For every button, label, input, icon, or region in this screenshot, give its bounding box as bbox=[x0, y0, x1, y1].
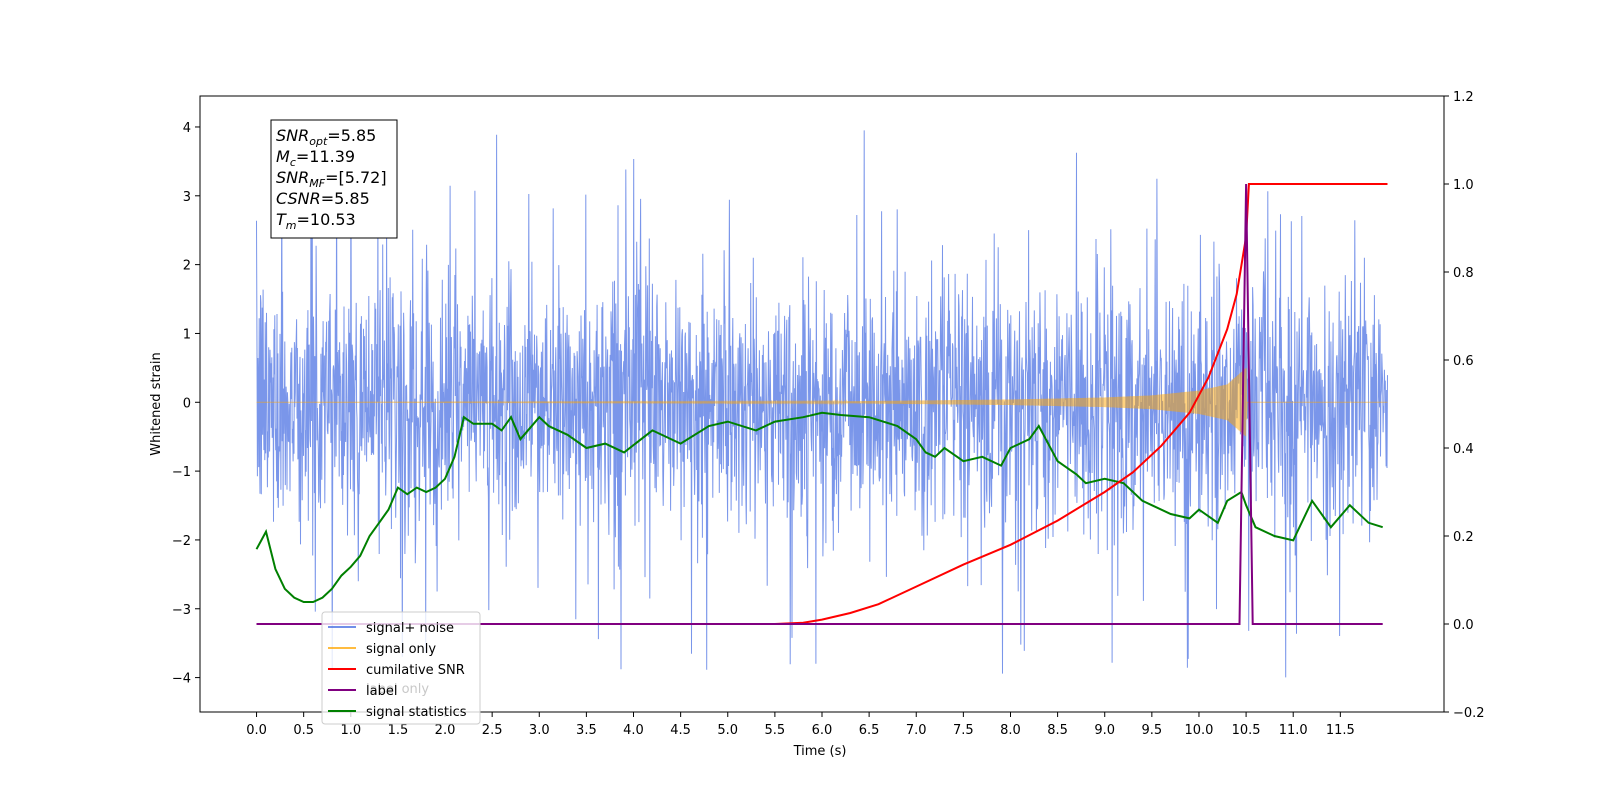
annotation-symbol: T bbox=[276, 210, 287, 229]
annotation-line: SNRopt=5.85 bbox=[276, 126, 376, 148]
y-right-tick-label: 0.8 bbox=[1453, 266, 1474, 281]
x-tick-label: 4.5 bbox=[670, 723, 691, 738]
y-right-tick-label: 1.2 bbox=[1453, 90, 1474, 105]
annotation-value: =5.85 bbox=[321, 189, 370, 208]
annotation-subscript: opt bbox=[309, 135, 328, 148]
y-left-tick-label: −4 bbox=[172, 672, 191, 687]
annotation-subscript: m bbox=[286, 219, 297, 232]
y-right-tick-label: 1.0 bbox=[1453, 178, 1474, 193]
x-tick-label: 1.5 bbox=[388, 723, 409, 738]
x-tick-label: 10.5 bbox=[1232, 723, 1261, 738]
x-tick-label: 6.5 bbox=[859, 723, 880, 738]
annotation-subscript: MF bbox=[309, 177, 325, 190]
annotation-value: =11.39 bbox=[296, 147, 355, 166]
y-right-tick-label: 0.0 bbox=[1453, 618, 1474, 633]
y-right-tick-label: 0.4 bbox=[1453, 442, 1474, 457]
x-tick-label: 7.5 bbox=[953, 723, 974, 738]
plot-area bbox=[255, 128, 1388, 678]
y-axis-left: 4 3 2 1 0 −1 −2 −3 −4 bbox=[172, 121, 200, 687]
y-right-tick-label: −0.2 bbox=[1453, 706, 1485, 721]
legend: label only signal+ noise signal only cumila… bbox=[321, 611, 481, 725]
series-label bbox=[256, 183, 1383, 625]
annotation-symbol: M bbox=[276, 147, 290, 166]
series-cumilative-snr bbox=[256, 183, 1388, 625]
legend-entry: signal+ noise bbox=[366, 621, 454, 636]
legend-hidden-text: label only bbox=[366, 682, 429, 697]
x-axis: 0.0 0.5 1.0 1.5 2.0 2.5 3.0 3.5 4.0 4.5 5.0 5.5 6.0 6… bbox=[246, 712, 1355, 738]
x-axis-label: Time (s) bbox=[793, 744, 847, 759]
x-tick-label: 9.5 bbox=[1142, 723, 1163, 738]
x-tick-label: 1.0 bbox=[340, 723, 361, 738]
x-tick-label: 3.5 bbox=[576, 723, 597, 738]
y-left-tick-label: 3 bbox=[183, 190, 191, 205]
annotation-symbol: SNR bbox=[276, 168, 309, 187]
annotation-line: CSNR=5.85 bbox=[276, 189, 370, 208]
annotation-line: Tm=10.53 bbox=[276, 210, 356, 232]
annotation-value: =10.53 bbox=[297, 210, 356, 229]
legend-entry: cumilative SNR bbox=[366, 663, 465, 678]
x-tick-label: 4.0 bbox=[623, 723, 644, 738]
y-right-tick-label: 0.6 bbox=[1453, 354, 1474, 369]
x-tick-label: 2.5 bbox=[482, 723, 503, 738]
y-left-tick-label: 2 bbox=[183, 259, 191, 274]
x-tick-label: 9.0 bbox=[1094, 723, 1115, 738]
x-tick-label: 6.0 bbox=[812, 723, 833, 738]
y-axis-label: Whitened strain bbox=[149, 352, 164, 455]
x-tick-label: 5.5 bbox=[765, 723, 786, 738]
x-tick-label: 11.5 bbox=[1326, 723, 1355, 738]
y-left-tick-label: −3 bbox=[172, 603, 191, 618]
annotation-value: =5.85 bbox=[327, 126, 376, 145]
legend-frame bbox=[321, 611, 481, 725]
x-tick-label: 3.0 bbox=[529, 723, 550, 738]
annotation-subscript: c bbox=[290, 156, 296, 169]
y-left-tick-label: −1 bbox=[172, 465, 191, 480]
annotation-line: SNRMF=[5.72] bbox=[276, 168, 387, 190]
series-signal-plus-noise bbox=[256, 128, 1388, 678]
x-tick-label: 0.5 bbox=[293, 723, 314, 738]
x-tick-label: 8.5 bbox=[1047, 723, 1068, 738]
x-tick-label: 0.0 bbox=[246, 723, 267, 738]
x-tick-label: 10.0 bbox=[1184, 723, 1213, 738]
x-tick-label: 11.0 bbox=[1279, 723, 1308, 738]
legend-entry: signal only bbox=[366, 642, 436, 657]
annotation-symbol: SNR bbox=[276, 126, 309, 145]
y-right-tick-label: 0.2 bbox=[1453, 530, 1474, 545]
annotation-value: =[5.72] bbox=[325, 168, 387, 187]
x-tick-label: 2.0 bbox=[435, 723, 456, 738]
annotation-box: SNRopt=5.85Mc=11.39SNRMF=[5.72]CSNR=5.85… bbox=[270, 119, 398, 239]
annotation-symbol: CSNR bbox=[276, 189, 321, 208]
y-left-tick-label: 0 bbox=[183, 396, 191, 411]
legend-entry: signal statistics bbox=[366, 705, 467, 720]
y-left-tick-label: 1 bbox=[183, 327, 191, 342]
y-left-tick-label: 4 bbox=[183, 121, 191, 136]
annotation-frame bbox=[270, 119, 398, 239]
series-signal-statistics bbox=[255, 411, 1383, 603]
annotation-line: Mc=11.39 bbox=[276, 147, 355, 169]
series-signal-only bbox=[256, 367, 1388, 437]
y-axis-right: 1.2 1.0 0.8 0.6 0.4 0.2 0.0 −0.2 bbox=[1444, 90, 1485, 721]
legend-entry: label bbox=[366, 684, 397, 699]
x-tick-label: 8.0 bbox=[1000, 723, 1021, 738]
y-left-tick-label: −2 bbox=[172, 534, 191, 549]
x-tick-label: 7.0 bbox=[906, 723, 927, 738]
x-tick-label: 5.0 bbox=[717, 723, 738, 738]
